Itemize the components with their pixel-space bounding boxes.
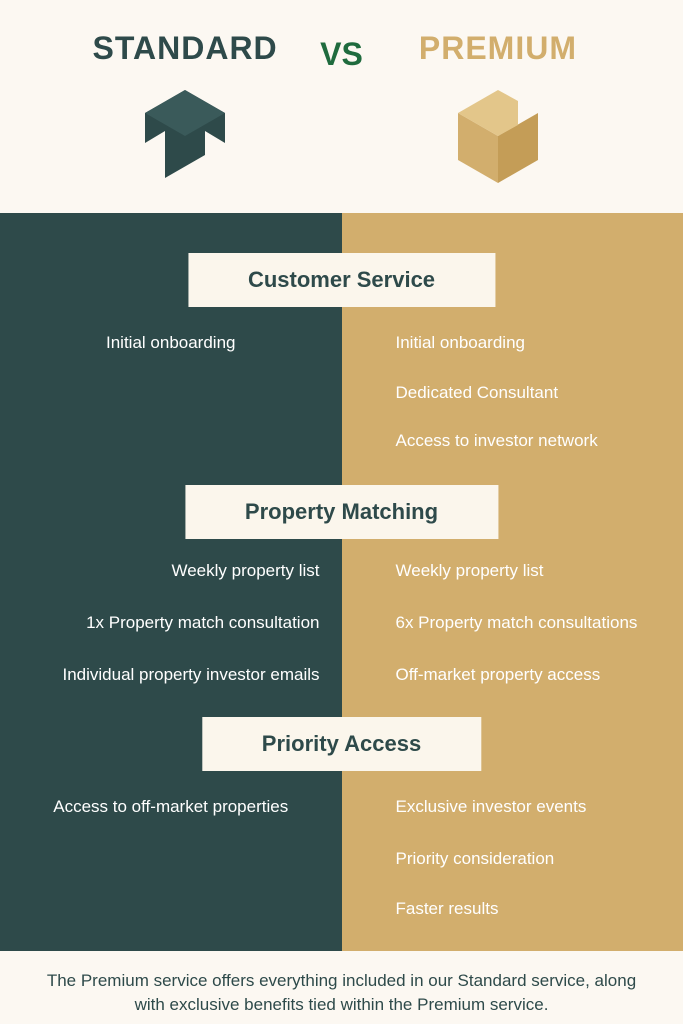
feature-premium: Initial onboarding [342,333,683,353]
feature-premium: Exclusive investor events [342,797,683,817]
premium-header-col: PREMIUM [363,30,633,190]
feature-premium: Access to investor network [342,431,683,451]
standard-cube-icon [140,85,230,190]
feature-standard: Access to off-market properties [0,797,342,817]
feature-premium: Dedicated Consultant [342,383,683,403]
feature-standard: 1x Property match consultation [0,613,342,633]
feature-premium: Off-market property access [342,665,683,685]
feature-premium: Priority consideration [342,849,683,869]
standard-header-col: STANDARD [50,30,320,190]
standard-column [0,213,342,951]
feature-premium: Weekly property list [342,561,683,581]
premium-cube-icon [453,85,543,190]
premium-title: PREMIUM [419,30,577,67]
feature-premium: 6x Property match consultations [342,613,683,633]
header-row: STANDARD VS PREMIUM [0,0,683,213]
section-header: Priority Access [202,717,481,771]
premium-column [342,213,683,951]
vs-label: VS [320,36,363,73]
footer-note: The Premium service offers everything in… [0,951,683,1017]
vs-label-col: VS [320,30,363,73]
standard-title: STANDARD [92,30,277,67]
section-header: Customer Service [188,253,495,307]
feature-standard: Weekly property list [0,561,342,581]
section-header: Property Matching [185,485,498,539]
feature-premium: Faster results [342,899,683,919]
feature-standard: Individual property investor emails [0,665,342,685]
feature-standard: Initial onboarding [0,333,342,353]
comparison-table: Customer Service Initial onboardingInitia… [0,213,683,951]
